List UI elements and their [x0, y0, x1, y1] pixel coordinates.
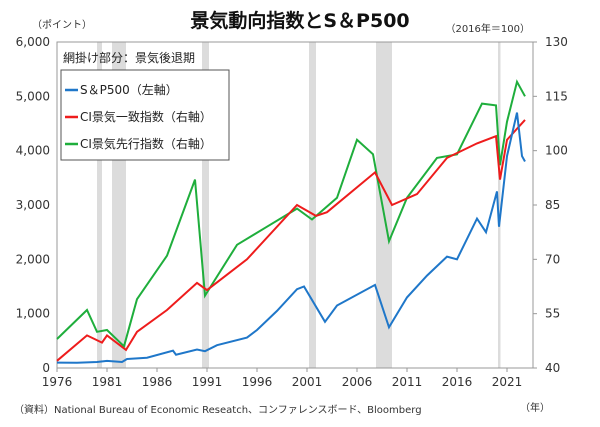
series-line [56, 119, 526, 362]
series-line [56, 112, 526, 364]
x-tick-label: 2006 [342, 375, 373, 389]
legend-box [60, 69, 230, 161]
y-right-tick-label: 85 [545, 198, 560, 212]
y-left-tick-label: 4,000 [16, 144, 50, 158]
y-left-tick-label: 1,000 [16, 307, 50, 321]
x-axis-unit: （年） [520, 401, 550, 414]
recession-band [97, 42, 102, 368]
right-axis-unit: （2016年＝100） [445, 22, 530, 35]
y-right-tick-label: 115 [545, 89, 568, 103]
y-left-tick-label: 3,000 [16, 198, 50, 212]
x-tick-label: 2021 [492, 375, 523, 389]
x-tick-label: 2016 [442, 375, 473, 389]
source-note: （資料）National Bureau of Economic Reseatch… [14, 403, 422, 416]
y-right-tick-label: 130 [545, 35, 568, 49]
x-tick-label: 1976 [42, 375, 73, 389]
recession-band [202, 42, 209, 368]
y-right-tick-label: 70 [545, 252, 560, 266]
left-axis-unit: （ポイント） [32, 19, 92, 31]
series-line [56, 79, 526, 349]
y-right-tick-label: 40 [545, 361, 560, 375]
x-tick-label: 1981 [92, 375, 123, 389]
y-left-tick-label: 5,000 [16, 89, 50, 103]
x-tick-label: 1986 [142, 375, 173, 389]
y-left-tick-label: 2,000 [16, 252, 50, 266]
chart-title: 景気動向指数とS＆P500 [190, 9, 409, 32]
recession-band [376, 42, 392, 368]
recession-band [309, 42, 316, 368]
legend-label: S＆P500（左軸） [80, 82, 178, 97]
shading-note: 網掛け部分：景気後退期 [63, 50, 195, 65]
recession-band [498, 42, 501, 368]
y-left-tick-label: 0 [42, 361, 50, 375]
legend-label: CI景気一致指数（右軸） [80, 109, 212, 124]
x-tick-label: 1996 [242, 375, 273, 389]
legend-label: CI景気先行指数（右軸） [80, 136, 212, 151]
y-right-tick-label: 55 [545, 307, 560, 321]
x-tick-label: 1991 [192, 375, 223, 389]
y-left-tick-label: 6,000 [16, 35, 50, 49]
x-tick-label: 2001 [292, 375, 323, 389]
x-tick-label: 2011 [392, 375, 423, 389]
y-right-tick-label: 100 [545, 144, 568, 158]
